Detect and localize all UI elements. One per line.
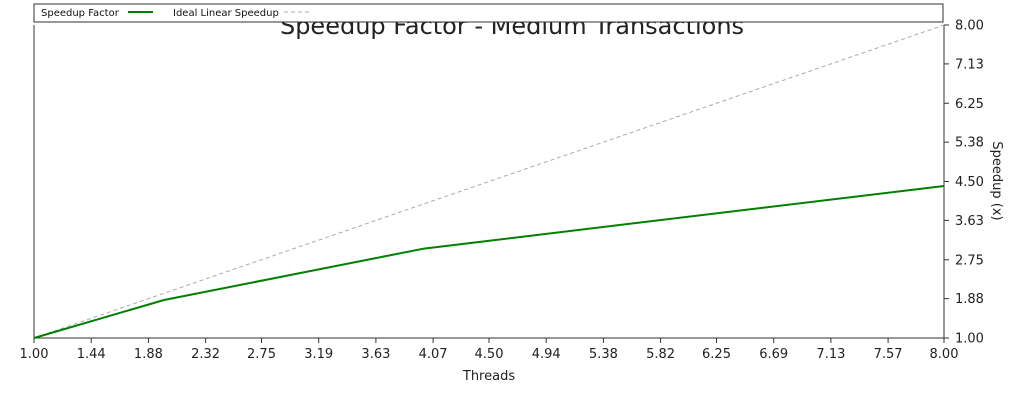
series-layer — [33, 24, 945, 339]
x-axis-title: Threads — [462, 369, 515, 384]
x-tick-label: 6.69 — [759, 347, 788, 362]
x-ticks: 1.00 1.44 1.88 2.32 2.75 3.19 3.63 4.07 4.50 4.94… — [20, 338, 959, 362]
series-line-speedup-factor — [33, 184, 945, 339]
x-tick-label: 1.44 — [77, 347, 106, 362]
x-tick-label: 2.75 — [247, 347, 276, 362]
x-tick-label: 5.38 — [589, 347, 618, 362]
y-ticks: 1.00 1.88 2.75 3.63 4.50 5.38 6.25 7.13 8.00 — [944, 19, 984, 347]
y-tick-label: 1.88 — [955, 292, 984, 307]
legend-label-speedup: Speedup Factor — [41, 8, 120, 19]
y-axis-title: Speedup (x) — [989, 141, 1004, 220]
x-tick-label: 4.07 — [419, 347, 448, 362]
legend: Speedup Factor Ideal Linear Speedup — [33, 3, 944, 23]
x-tick-label: 2.32 — [191, 347, 220, 362]
legend-label-ideal: Ideal Linear Speedup — [173, 8, 279, 19]
x-tick-label: 3.19 — [304, 347, 333, 362]
y-tick-label: 4.50 — [955, 175, 984, 190]
y-tick-label: 2.75 — [955, 253, 984, 268]
y-tick-label: 7.13 — [955, 57, 984, 72]
x-tick-label: 8.00 — [930, 347, 959, 362]
x-tick-label: 4.94 — [532, 347, 561, 362]
y-tick-label: 1.00 — [955, 332, 984, 347]
x-tick-label: 6.25 — [702, 347, 731, 362]
legend-box — [33, 3, 944, 23]
series-line-ideal-linear-speedup — [33, 24, 945, 339]
x-tick-label: 1.88 — [134, 347, 163, 362]
x-tick-label: 4.50 — [475, 347, 504, 362]
x-tick-label: 3.63 — [361, 347, 390, 362]
x-tick-label: 5.82 — [646, 347, 675, 362]
x-tick-label: 7.13 — [816, 347, 845, 362]
y-tick-label: 6.25 — [955, 97, 984, 112]
x-tick-label: 7.57 — [874, 347, 903, 362]
y-tick-label: 5.38 — [955, 136, 984, 151]
y-tick-label: 8.00 — [955, 19, 984, 34]
y-tick-label: 3.63 — [955, 214, 984, 229]
x-tick-label: 1.00 — [20, 347, 49, 362]
